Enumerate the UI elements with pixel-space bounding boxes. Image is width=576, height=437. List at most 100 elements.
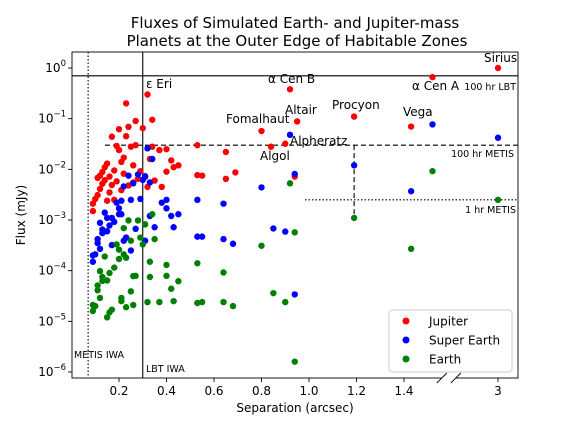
point-2-33 — [139, 241, 146, 248]
point-1-41 — [163, 205, 170, 212]
point-1-44 — [175, 211, 182, 218]
legend-marker-2 — [402, 355, 410, 363]
point-2-23 — [122, 254, 130, 261]
x-tick-label-2: 0.6 — [204, 384, 223, 398]
point-1-15 — [111, 218, 118, 226]
point-1-32 — [141, 173, 149, 180]
point-2-46 — [194, 260, 201, 267]
point-0-62 — [286, 86, 294, 93]
point-0-50 — [168, 157, 175, 164]
point-2-37 — [146, 258, 154, 265]
point-2-60 — [429, 167, 436, 175]
point-0-30 — [125, 182, 132, 189]
point-0-47 — [158, 183, 165, 191]
star-label-4: Fomalhaut — [226, 112, 290, 126]
point-0-15 — [108, 181, 116, 189]
point-1-48 — [220, 200, 227, 207]
point-1-2 — [92, 251, 99, 258]
point-1-6 — [96, 219, 104, 227]
point-0-46 — [156, 146, 163, 154]
point-1-52 — [270, 225, 277, 232]
point-1-49 — [220, 235, 227, 243]
point-0-21 — [115, 125, 123, 133]
point-1-55 — [291, 170, 298, 178]
legend-label-2: Earth — [429, 353, 461, 367]
point-0-64 — [293, 118, 301, 125]
x-tick-label-6: 1.4 — [394, 384, 413, 398]
point-2-34 — [141, 221, 149, 228]
point-0-65 — [350, 113, 358, 120]
point-0-35 — [132, 141, 139, 149]
point-2-52 — [258, 242, 265, 249]
point-0-18 — [111, 167, 118, 174]
x-tick-label-1: 0.4 — [157, 384, 176, 398]
point-1-58 — [407, 188, 415, 195]
ref-line-label-3: METIS IWA — [74, 350, 125, 361]
star-label-3: ε Eri — [146, 77, 172, 91]
point-2-51 — [229, 302, 237, 310]
x-tick-label-5: 1.2 — [347, 384, 366, 398]
point-2-43 — [168, 285, 175, 292]
point-2-45 — [175, 277, 182, 285]
star-label-6: Procyon — [332, 98, 380, 112]
point-1-38 — [151, 224, 158, 231]
point-1-23 — [122, 234, 130, 241]
point-0-38 — [139, 124, 146, 132]
point-2-30 — [132, 272, 139, 280]
point-1-39 — [158, 199, 165, 206]
point-2-47 — [194, 299, 201, 307]
point-2-27 — [127, 237, 135, 244]
plot-area: 0.2 0.4 0.6 0.8 1.0 1.2 1.4 3 10−6 10−5 10−4 10−3 10… — [38, 51, 519, 398]
point-2-38 — [149, 211, 156, 218]
point-0-13 — [106, 189, 113, 196]
point-0-25 — [120, 154, 127, 161]
point-1-35 — [146, 179, 154, 186]
point-0-60 — [267, 143, 275, 150]
point-1-50 — [229, 240, 237, 247]
point-1-10 — [103, 228, 111, 235]
point-0-55 — [198, 172, 206, 179]
point-2-3 — [94, 287, 101, 294]
point-0-67 — [429, 73, 436, 81]
point-0-14 — [106, 173, 113, 180]
point-1-21 — [120, 183, 127, 190]
x-break-mark-left — [436, 372, 448, 384]
point-2-26 — [127, 288, 135, 295]
point-1-19 — [118, 197, 125, 204]
point-2-48 — [198, 298, 206, 306]
y-axis-label: Flux (mJy) — [14, 185, 28, 245]
point-2-10 — [103, 277, 111, 284]
point-1-24 — [125, 172, 132, 179]
point-2-35 — [144, 298, 151, 306]
point-1-13 — [108, 241, 116, 249]
point-1-59 — [429, 121, 436, 128]
point-2-61 — [494, 196, 502, 204]
star-label-7: Vega — [403, 105, 433, 119]
point-2-6 — [96, 267, 104, 275]
star-label-1: α Cen B — [268, 72, 315, 86]
y-tick-label-1: 10−5 — [38, 312, 66, 328]
point-2-4 — [94, 282, 101, 289]
x-tick-label-3: 0.8 — [252, 384, 271, 398]
point-1-47 — [198, 233, 206, 240]
y-tick-label-2: 10−4 — [38, 262, 66, 278]
point-1-34 — [144, 145, 151, 152]
point-2-29 — [130, 301, 137, 309]
point-2-56 — [291, 229, 298, 236]
point-1-30 — [137, 195, 144, 203]
point-2-36 — [146, 273, 154, 281]
legend-label-1: Super Earth — [429, 334, 500, 348]
ref-line-label-4: LBT IWA — [146, 364, 185, 375]
ref-line-label-2: 1 hr METIS — [465, 205, 516, 216]
point-2-54 — [282, 298, 289, 306]
y-tick-label-5: 10−1 — [38, 110, 66, 126]
point-1-53 — [282, 228, 289, 235]
point-1-40 — [163, 196, 170, 204]
point-1-17 — [115, 205, 123, 212]
y-tick-label-4: 10−2 — [38, 160, 66, 176]
chart-title-line-1: Fluxes of Simulated Earth- and Jupiter-m… — [131, 14, 460, 32]
point-2-32 — [137, 234, 144, 241]
point-0-43 — [149, 116, 156, 123]
point-0-27 — [122, 100, 130, 107]
